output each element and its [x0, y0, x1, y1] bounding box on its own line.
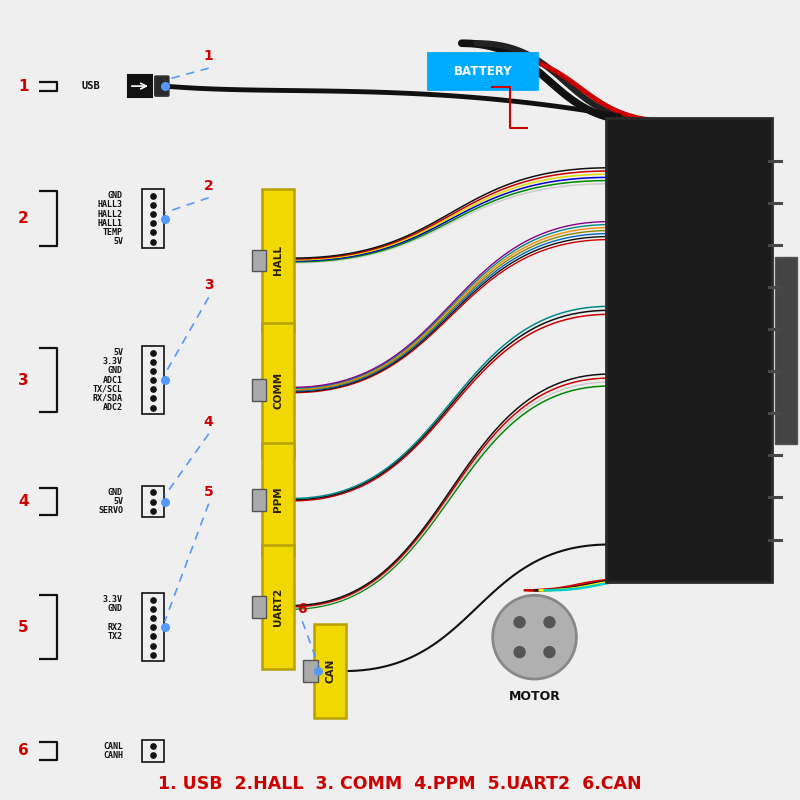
Text: 3: 3 — [204, 278, 214, 292]
FancyBboxPatch shape — [128, 75, 152, 97]
Text: ADC2: ADC2 — [103, 403, 123, 412]
Text: 6: 6 — [18, 743, 29, 758]
Text: BATTERY: BATTERY — [454, 65, 512, 78]
FancyBboxPatch shape — [155, 76, 169, 96]
Text: RX2: RX2 — [108, 622, 123, 632]
Text: COMM: COMM — [274, 371, 283, 409]
Text: 1: 1 — [18, 78, 29, 94]
Circle shape — [493, 595, 576, 679]
Text: ADC1: ADC1 — [103, 375, 123, 385]
Text: 5V: 5V — [113, 237, 123, 246]
FancyBboxPatch shape — [251, 489, 266, 510]
FancyBboxPatch shape — [262, 189, 294, 332]
Text: HALL3: HALL3 — [98, 200, 123, 210]
Text: 3.3V: 3.3V — [103, 358, 123, 366]
Text: 3: 3 — [18, 373, 29, 387]
FancyBboxPatch shape — [262, 546, 294, 669]
Text: 4: 4 — [204, 415, 214, 429]
Text: CAN: CAN — [326, 659, 335, 683]
Circle shape — [514, 646, 525, 658]
Text: RX/SDA: RX/SDA — [93, 394, 123, 403]
Text: 1. USB  2.HALL  3. COMM  4.PPM  5.UART2  6.CAN: 1. USB 2.HALL 3. COMM 4.PPM 5.UART2 6.CA… — [158, 774, 642, 793]
Text: SERVO: SERVO — [98, 506, 123, 515]
FancyBboxPatch shape — [303, 660, 318, 682]
Circle shape — [514, 617, 525, 628]
Text: GND: GND — [108, 191, 123, 200]
Text: 5: 5 — [18, 620, 29, 634]
Text: 2: 2 — [18, 211, 29, 226]
Text: 5V: 5V — [113, 348, 123, 357]
FancyBboxPatch shape — [314, 624, 346, 718]
Circle shape — [544, 617, 555, 628]
Text: GND: GND — [108, 604, 123, 614]
FancyBboxPatch shape — [251, 250, 266, 271]
FancyBboxPatch shape — [774, 257, 797, 444]
Text: CANH: CANH — [103, 751, 123, 760]
Text: GND: GND — [108, 366, 123, 375]
FancyBboxPatch shape — [428, 54, 537, 89]
Text: 5V: 5V — [113, 497, 123, 506]
Text: HALL: HALL — [274, 246, 283, 275]
Text: 4: 4 — [18, 494, 29, 509]
Text: 5: 5 — [204, 485, 214, 498]
Text: 2: 2 — [204, 178, 214, 193]
Text: 6: 6 — [298, 602, 307, 616]
Circle shape — [544, 646, 555, 658]
FancyBboxPatch shape — [262, 323, 294, 457]
FancyBboxPatch shape — [251, 596, 266, 618]
Text: TX/SCL: TX/SCL — [93, 385, 123, 394]
Text: GND: GND — [108, 488, 123, 497]
Text: TEMP: TEMP — [103, 228, 123, 237]
Text: CANL: CANL — [103, 742, 123, 750]
FancyBboxPatch shape — [606, 118, 772, 582]
Text: TX2: TX2 — [108, 632, 123, 641]
Text: 3.3V: 3.3V — [103, 595, 123, 604]
Text: HALL2: HALL2 — [98, 210, 123, 218]
Text: MOTOR: MOTOR — [509, 690, 561, 703]
Text: 1: 1 — [204, 49, 214, 63]
Text: PPM: PPM — [274, 487, 283, 513]
Text: UART2: UART2 — [274, 588, 283, 626]
FancyBboxPatch shape — [262, 443, 294, 557]
Text: USB: USB — [81, 81, 100, 91]
FancyBboxPatch shape — [251, 379, 266, 401]
Text: HALL1: HALL1 — [98, 218, 123, 228]
